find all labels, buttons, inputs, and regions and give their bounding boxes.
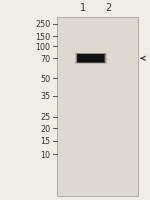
Text: 2: 2 — [105, 3, 111, 13]
Text: 50: 50 — [40, 75, 50, 83]
Text: 10: 10 — [40, 150, 50, 159]
Text: 100: 100 — [35, 43, 50, 51]
Bar — [57, 18, 138, 196]
Text: 1: 1 — [80, 3, 86, 13]
Bar — [76, 54, 106, 64]
Bar — [75, 53, 107, 65]
Text: 70: 70 — [40, 55, 50, 63]
Text: 25: 25 — [40, 113, 50, 121]
Text: 20: 20 — [40, 124, 50, 133]
Text: 35: 35 — [40, 92, 50, 101]
Text: 250: 250 — [35, 20, 50, 29]
Text: 15: 15 — [40, 137, 50, 145]
Bar — [77, 55, 104, 63]
Text: 150: 150 — [35, 33, 50, 41]
Bar — [77, 55, 105, 63]
